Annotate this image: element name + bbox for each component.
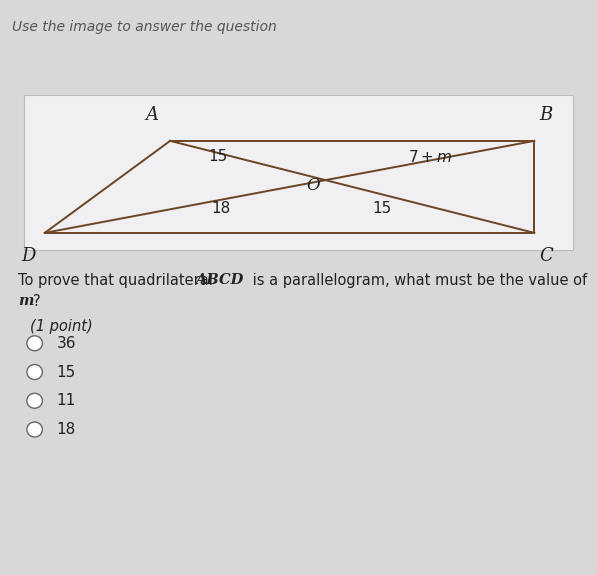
- Text: 15: 15: [373, 201, 392, 216]
- Text: D: D: [21, 247, 36, 265]
- Text: 15: 15: [208, 150, 227, 164]
- Text: (1 point): (1 point): [30, 319, 93, 334]
- Text: m: m: [18, 294, 33, 308]
- Circle shape: [27, 393, 42, 408]
- Text: O: O: [307, 177, 320, 194]
- Circle shape: [27, 422, 42, 437]
- Text: 18: 18: [211, 201, 230, 216]
- Circle shape: [27, 365, 42, 380]
- Text: 18: 18: [57, 422, 76, 437]
- Text: 11: 11: [57, 393, 76, 408]
- FancyBboxPatch shape: [24, 95, 573, 250]
- Text: $7 + m$: $7 + m$: [408, 149, 452, 165]
- Text: Use the image to answer the question: Use the image to answer the question: [12, 20, 276, 34]
- Text: 36: 36: [57, 336, 76, 351]
- Text: B: B: [540, 106, 553, 124]
- Text: C: C: [539, 247, 553, 265]
- Text: is a parallelogram, what must be the value of: is a parallelogram, what must be the val…: [248, 273, 587, 288]
- Text: 15: 15: [57, 365, 76, 380]
- Text: ?: ?: [33, 294, 41, 309]
- Text: ABCD: ABCD: [195, 273, 244, 287]
- Text: To prove that quadrilateral: To prove that quadrilateral: [18, 273, 217, 288]
- Text: A: A: [146, 106, 159, 124]
- Circle shape: [27, 336, 42, 351]
